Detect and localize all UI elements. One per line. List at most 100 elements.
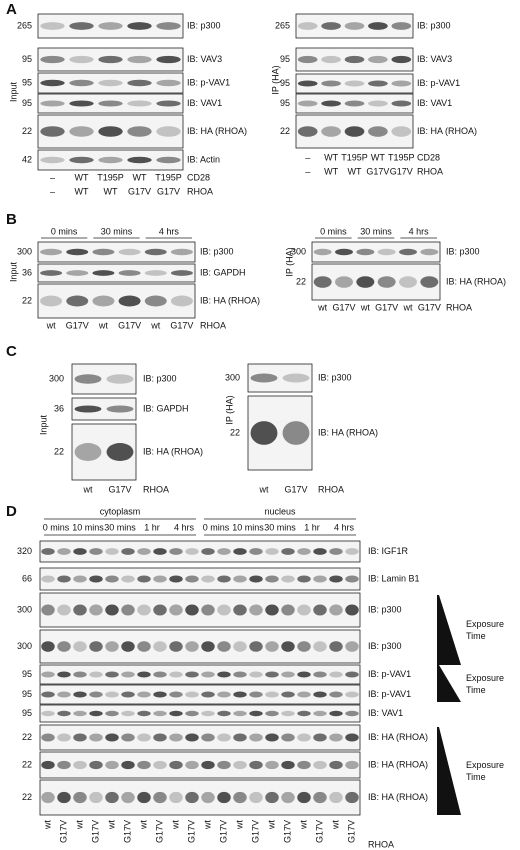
band — [313, 671, 327, 678]
band — [156, 22, 181, 30]
band — [345, 791, 359, 804]
lane-label: wt — [46, 320, 56, 330]
lane-label: wt — [298, 820, 308, 830]
band — [98, 55, 123, 64]
ib-label: IB: VAV3 — [417, 54, 452, 64]
band — [144, 248, 167, 256]
band — [73, 691, 87, 698]
band — [169, 575, 183, 583]
lane-label: WT — [104, 186, 118, 196]
blot-frame — [37, 283, 196, 319]
band — [98, 126, 123, 137]
band — [40, 248, 63, 256]
blot-frame — [39, 704, 361, 723]
ib-label: IB: HA (RHOA) — [417, 126, 477, 136]
band — [399, 248, 417, 256]
band — [265, 641, 279, 652]
band — [329, 760, 343, 770]
band — [345, 575, 359, 583]
lane-label: WT — [324, 166, 338, 176]
band — [265, 791, 279, 804]
lane-label: wt — [317, 302, 327, 312]
band — [321, 100, 341, 107]
exposure-label: Exposure Time — [466, 619, 505, 641]
band — [217, 791, 231, 804]
band — [69, 126, 94, 137]
band — [281, 604, 295, 616]
panel-label: B — [6, 211, 17, 228]
band — [69, 79, 94, 87]
time-label: 10 mins — [232, 522, 264, 532]
mw-label: 95 — [280, 54, 290, 64]
band — [217, 604, 231, 616]
lane-label: G17V — [122, 820, 132, 843]
lane-label: G17V — [346, 820, 356, 843]
band — [89, 604, 103, 616]
band — [74, 405, 102, 413]
band — [98, 79, 123, 87]
band — [281, 548, 295, 555]
time-label: 4 hrs — [334, 522, 355, 532]
band — [185, 710, 199, 717]
band — [281, 710, 295, 717]
band — [41, 760, 55, 770]
time-label: 30 mins — [104, 522, 136, 532]
band — [41, 575, 55, 583]
band — [153, 791, 167, 804]
side-label: Input — [38, 414, 48, 435]
band — [169, 733, 183, 742]
mw-label: 300 — [225, 372, 240, 382]
band — [329, 691, 343, 698]
mw-label: 66 — [22, 573, 32, 583]
band — [105, 548, 119, 555]
band — [297, 55, 318, 64]
band — [233, 691, 247, 698]
mw-label: 95 — [22, 77, 32, 87]
band — [313, 641, 327, 652]
band — [57, 733, 71, 742]
mw-label: 95 — [22, 54, 32, 64]
side-label: Input — [8, 81, 18, 102]
ib-label: IB: HA (RHOA) — [143, 446, 203, 456]
band — [265, 710, 279, 717]
band — [41, 710, 55, 717]
band — [249, 575, 263, 583]
lane-label: G17V — [128, 186, 151, 196]
lane-label: wt — [266, 820, 276, 830]
time-label: 0 mins — [43, 522, 70, 532]
band — [185, 604, 199, 616]
band — [40, 126, 65, 137]
band — [169, 691, 183, 698]
band — [137, 733, 151, 742]
band — [391, 55, 412, 64]
time-label: 30 mins — [360, 226, 392, 236]
band — [153, 691, 167, 698]
mw-label: 22 — [22, 732, 32, 742]
band — [297, 791, 311, 804]
band — [377, 276, 396, 288]
blot-frame — [39, 664, 361, 685]
band — [170, 248, 193, 256]
ib-label: IB: p300 — [200, 246, 234, 256]
band — [265, 575, 279, 583]
band — [105, 733, 119, 742]
band — [265, 691, 279, 698]
band — [281, 671, 295, 678]
band — [217, 760, 231, 770]
ib-label: IB: Lamin B1 — [368, 573, 420, 583]
exposure-wedge — [437, 727, 461, 815]
blot-frame — [37, 149, 184, 171]
band — [297, 548, 311, 555]
lane-label: wt — [74, 820, 84, 830]
band — [281, 791, 295, 804]
band — [57, 671, 71, 678]
band — [92, 270, 115, 276]
ib-label: IB: p300 — [446, 246, 480, 256]
band — [282, 373, 310, 383]
band — [368, 22, 388, 30]
ib-label: IB: p-VAV1 — [368, 689, 411, 699]
band — [105, 710, 119, 717]
band — [297, 575, 311, 583]
band — [297, 733, 311, 742]
lane-label: – — [305, 166, 310, 176]
